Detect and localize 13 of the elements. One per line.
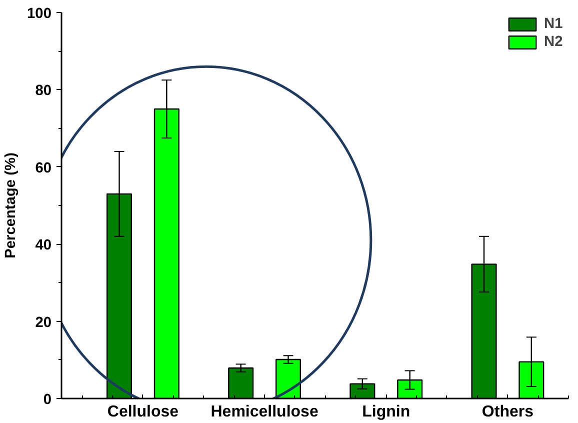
- y-tick-label: 100: [27, 6, 52, 22]
- y-tick-label: 60: [35, 160, 52, 176]
- y-tick-label: 40: [35, 238, 52, 254]
- x-tick-label: Hemicellulose: [210, 404, 318, 420]
- x-tick-label: Others: [482, 404, 534, 420]
- legend-label: N2: [544, 34, 564, 50]
- y-tick-label: 80: [35, 83, 52, 100]
- y-tick-label: 20: [35, 314, 52, 331]
- y-tick-label: 0: [43, 392, 52, 408]
- x-tick-label: Cellulose: [107, 404, 179, 420]
- y-axis-title: Percentage (%): [3, 152, 20, 258]
- legend-label: N1: [544, 16, 564, 32]
- x-tick-label: Lignin: [362, 404, 410, 420]
